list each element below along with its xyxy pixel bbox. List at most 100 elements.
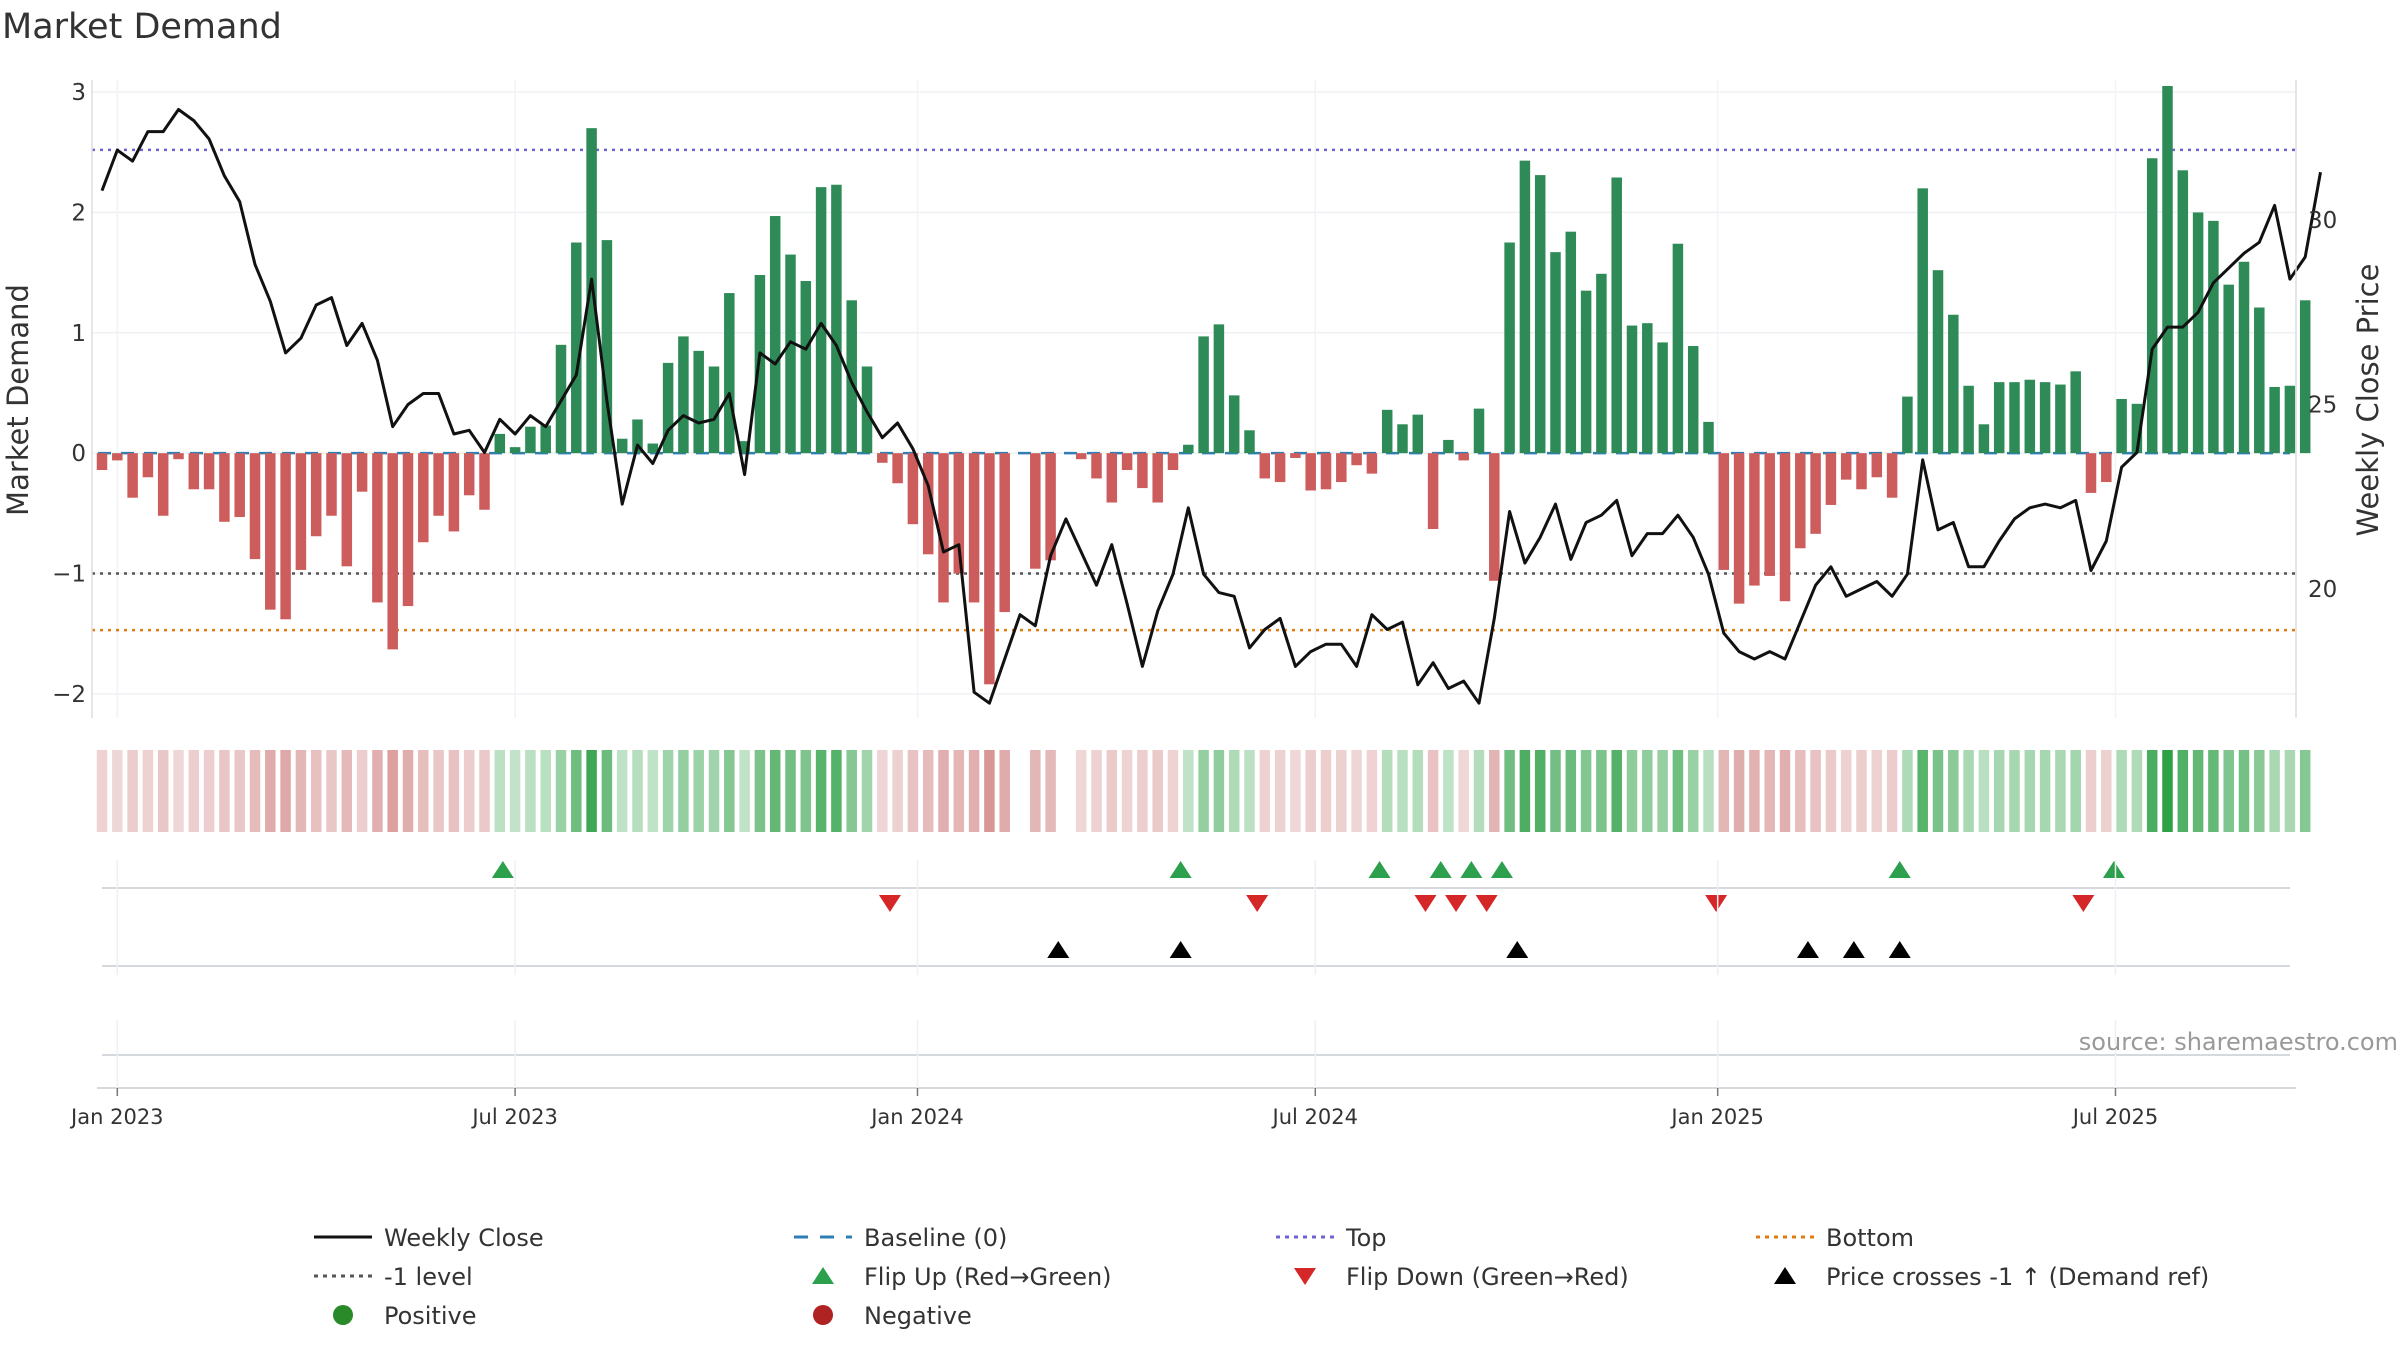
positive-bar <box>540 425 551 454</box>
heat-cell-positive <box>1932 750 1944 832</box>
positive-bar <box>571 242 582 454</box>
positive-bar <box>1183 444 1194 454</box>
heat-cell-positive <box>2131 750 2143 832</box>
legend-swatch-triangle-up <box>1774 1267 1796 1284</box>
positive-bar <box>815 187 827 454</box>
heat-cell-negative <box>387 750 398 832</box>
heat-cell-positive <box>1397 750 1408 832</box>
negative-bar <box>1795 453 1806 549</box>
positive-bar <box>2177 170 2189 454</box>
flip-down-marker <box>1475 895 1498 912</box>
positive-bar <box>1642 323 1653 454</box>
heat-cell-positive <box>540 750 551 832</box>
heat-cell-negative <box>922 750 934 832</box>
heat-cell-negative <box>968 750 980 832</box>
price-cross-marker <box>1506 941 1529 958</box>
negative-bar <box>234 453 245 517</box>
heat-cell-negative <box>1152 750 1163 832</box>
negative-bar <box>877 453 888 463</box>
heat-cell-positive <box>2146 750 2158 832</box>
flip-up-marker <box>1490 861 1513 878</box>
negative-bar <box>1152 453 1163 503</box>
negative-bar <box>1290 453 1301 458</box>
weekly-close-line <box>100 108 2322 705</box>
heat-cell-positive <box>1228 750 1240 832</box>
flip-up-marker <box>491 861 514 878</box>
legend: Weekly Close Baseline (0) Top Bottom -1 leve… <box>314 1224 2209 1330</box>
heat-cell-positive <box>616 750 628 832</box>
legend-label: Negative <box>864 1302 972 1330</box>
positive-bar <box>769 216 781 454</box>
positive-bar <box>1626 325 1638 454</box>
negative-bar <box>1091 453 1102 479</box>
heat-cell-negative <box>1825 750 1837 832</box>
heat-cell-positive <box>1703 750 1714 832</box>
heat-cell-negative <box>1137 750 1148 832</box>
heat-cell-negative <box>1030 750 1041 832</box>
heat-cell-positive <box>1550 750 1561 832</box>
heat-cell-positive <box>1565 750 1577 832</box>
heat-cell-negative <box>1795 750 1806 832</box>
heat-cell-positive <box>1534 750 1546 832</box>
positive-bar <box>1948 314 1959 454</box>
flip-down-marker <box>1414 895 1437 912</box>
legend-swatch-triangle-down <box>1294 1268 1316 1285</box>
heat-cell-positive <box>509 750 521 832</box>
flip-up-marker <box>2102 861 2125 878</box>
positive-bar <box>2269 386 2280 454</box>
positive-bar <box>1519 160 1531 454</box>
negative-bar <box>356 453 368 492</box>
negative-bar <box>1810 453 1821 534</box>
heat-cell-positive <box>1519 750 1531 832</box>
positive-bar <box>2146 158 2158 454</box>
heat-cell-negative <box>1259 750 1271 832</box>
heat-cell-negative <box>280 750 291 832</box>
heat-cell-positive <box>2208 750 2219 832</box>
heat-cell-positive <box>2055 750 2066 832</box>
negative-bar <box>984 453 995 685</box>
negative-bar <box>1825 453 1837 505</box>
heat-cell-negative <box>1305 750 1316 832</box>
negative-bar <box>418 453 429 543</box>
heat-cell-positive <box>2192 750 2204 832</box>
negative-bar <box>249 453 261 560</box>
heat-cell-positive <box>1963 750 1974 832</box>
flip-up-marker <box>1460 861 1483 878</box>
heat-cell-negative <box>265 750 276 832</box>
heat-cell-negative <box>157 750 169 832</box>
positive-bar <box>785 254 796 454</box>
heat-cell-positive <box>708 750 720 832</box>
positive-bar <box>1932 270 1944 454</box>
heat-cell-positive <box>1213 750 1225 832</box>
heat-cell-positive <box>846 750 857 832</box>
heat-cell-negative <box>203 750 215 832</box>
positive-bar <box>1963 385 1974 454</box>
negative-bar <box>127 453 138 498</box>
positive-bar <box>2116 399 2127 454</box>
negative-bar <box>96 453 108 471</box>
heat-cell-positive <box>494 750 506 832</box>
flip-down-marker <box>878 895 901 912</box>
heat-cell-negative <box>1075 750 1087 832</box>
negative-bar <box>2101 453 2112 483</box>
positive-bar <box>1580 290 1592 454</box>
heat-cell-positive <box>1596 750 1607 832</box>
positive-bar <box>2254 307 2265 454</box>
heat-cell-negative <box>953 750 965 832</box>
negative-bar <box>326 453 337 516</box>
negative-bar <box>1259 453 1271 479</box>
negative-bar <box>1871 453 1883 478</box>
heat-cell-positive <box>1244 750 1255 832</box>
positive-bar <box>1473 408 1485 454</box>
heat-cell-positive <box>2162 750 2173 832</box>
positive-bar <box>525 426 536 454</box>
y2-tick-label: 20 <box>2308 577 2337 603</box>
flip-down-marker <box>1705 895 1728 912</box>
positive-bar <box>2284 385 2296 454</box>
heat-cell-negative <box>234 750 245 832</box>
negative-bar <box>173 453 184 460</box>
heat-cell-negative <box>892 750 903 832</box>
positive-bar <box>800 281 812 454</box>
x-tick-label: Jan 2024 <box>869 1105 964 1129</box>
heat-cell-positive <box>1978 750 1990 832</box>
